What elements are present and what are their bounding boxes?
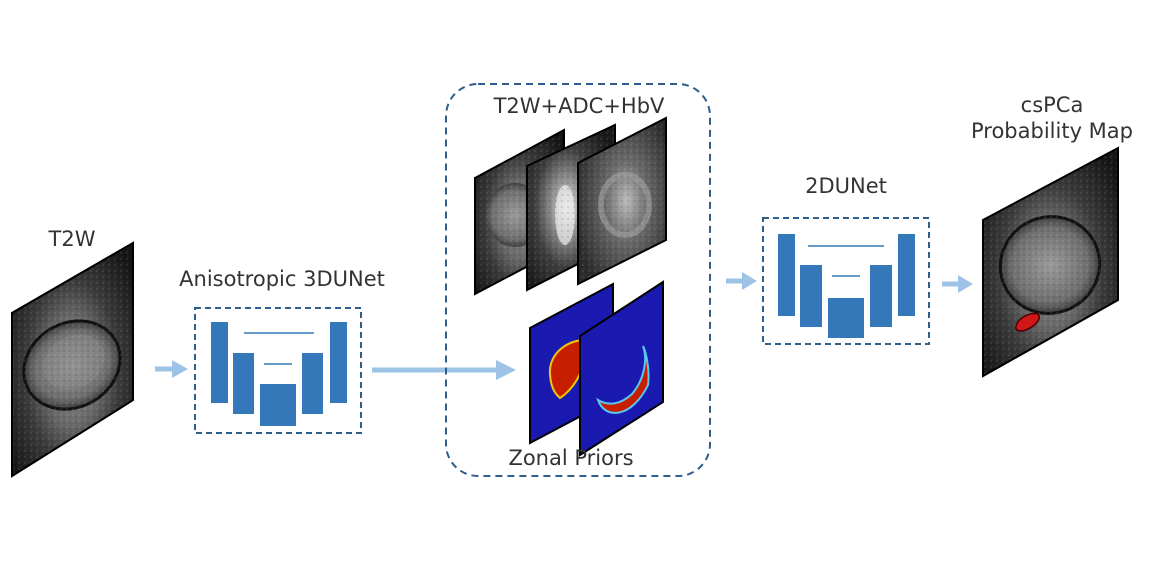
hbv-slice xyxy=(577,116,667,286)
t2w-input-label: T2W xyxy=(48,227,96,251)
3dunet-block xyxy=(194,307,362,434)
arrow-3dunet-to-priors xyxy=(372,360,516,380)
t2w-input-slice xyxy=(11,241,134,478)
3dunet-enc-1 xyxy=(211,322,228,403)
output-probability-map xyxy=(982,146,1119,378)
2dunet-label: 2DUNet xyxy=(805,174,887,198)
arrow-2dunet-to-output xyxy=(942,275,973,293)
3dunet-dec-2 xyxy=(302,353,323,414)
2dunet-enc-2 xyxy=(800,265,822,327)
output-label-line2: Probability Map xyxy=(971,119,1133,143)
lesion-overlay xyxy=(1015,312,1040,332)
2dunet-enc-1 xyxy=(778,234,795,316)
zonal-prior-2 xyxy=(579,280,664,457)
input-group-dashed-border xyxy=(445,83,711,477)
arrow-t2w-to-3dunet xyxy=(155,360,188,378)
2dunet-dec-1 xyxy=(898,234,915,316)
arrow-inputs-to-2dunet xyxy=(726,272,757,290)
2dunet-block xyxy=(762,217,930,345)
2dunet-dashed-border xyxy=(762,217,930,345)
output-label-line1: csPCa xyxy=(1021,93,1084,117)
2dunet-bottleneck xyxy=(828,298,864,338)
zonal-priors-label: Zonal Priors xyxy=(508,446,633,470)
3dunet-bottleneck xyxy=(260,384,296,426)
multiparametric-label: T2W+ADC+HbV xyxy=(493,94,665,118)
3dunet-dashed-border xyxy=(194,307,362,434)
3dunet-label: Anisotropic 3DUNet xyxy=(179,267,385,291)
2dunet-dec-2 xyxy=(870,265,892,327)
3dunet-enc-2 xyxy=(233,353,254,414)
3dunet-dec-1 xyxy=(330,322,347,403)
